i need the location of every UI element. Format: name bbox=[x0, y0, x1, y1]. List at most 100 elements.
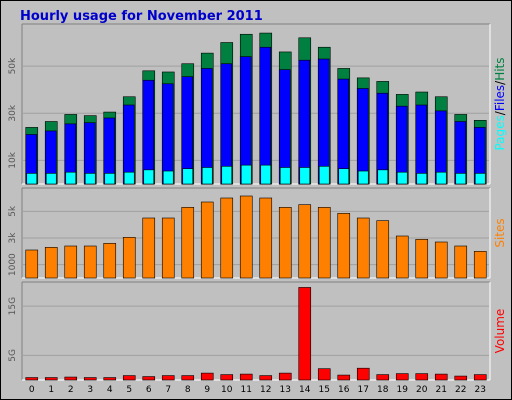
volume-bar bbox=[337, 374, 351, 381]
x-tick-label: 15 bbox=[319, 385, 330, 395]
x-tick-label: 23 bbox=[475, 385, 486, 395]
x-tick-label: 0 bbox=[29, 385, 35, 395]
pages-bar bbox=[474, 173, 486, 185]
sites-bar bbox=[317, 207, 331, 279]
pages-bar bbox=[357, 170, 369, 185]
pages-bar bbox=[396, 171, 408, 185]
sites-bar bbox=[298, 204, 312, 279]
pages-bar bbox=[84, 173, 96, 185]
pages-bar bbox=[240, 164, 252, 185]
sites-bar bbox=[454, 245, 468, 279]
sites-bar bbox=[395, 235, 409, 279]
volume-bar bbox=[395, 373, 409, 381]
panel-bottom: 5G 15G Volume bbox=[8, 281, 507, 381]
chart-panels: 10k30k50kPages/Files/Hits10003k5kSites5G… bbox=[8, 23, 507, 381]
sites-bar bbox=[83, 245, 97, 279]
files-bar bbox=[337, 78, 350, 185]
pages-bar bbox=[377, 169, 389, 185]
sites-bar bbox=[103, 243, 117, 279]
x-tick-label: 5 bbox=[126, 385, 132, 395]
volume-bar bbox=[220, 374, 234, 381]
volume-bar bbox=[356, 367, 370, 381]
volume-bar bbox=[181, 375, 195, 381]
sites-bar bbox=[356, 217, 370, 279]
x-tick-label: 10 bbox=[221, 385, 233, 395]
volume-bar bbox=[142, 376, 156, 381]
y-tick-label: 30k bbox=[8, 104, 18, 121]
x-tick-label: 4 bbox=[107, 385, 113, 395]
y-tick-label: 5G bbox=[8, 349, 18, 362]
legend-part: Hits bbox=[493, 57, 507, 80]
volume-bar bbox=[473, 374, 487, 381]
x-tick-label: 9 bbox=[204, 385, 210, 395]
sites-bar bbox=[161, 217, 175, 279]
volume-bar bbox=[161, 375, 175, 381]
volume-bar bbox=[278, 372, 292, 381]
pages-bar bbox=[221, 166, 233, 185]
volume-bar bbox=[239, 373, 253, 381]
sites-bar bbox=[473, 251, 487, 279]
volume-bar bbox=[317, 368, 331, 381]
panel-background bbox=[22, 282, 490, 380]
series-legend-label: Volume bbox=[493, 309, 507, 354]
files-bar bbox=[415, 104, 428, 185]
x-tick-label: 14 bbox=[299, 385, 311, 395]
y-tick-label: 1000 bbox=[8, 253, 18, 276]
sites-bar bbox=[142, 217, 156, 279]
files-bar bbox=[142, 79, 155, 185]
x-tick-label: 3 bbox=[87, 385, 93, 395]
x-tick-label: 16 bbox=[338, 385, 350, 395]
volume-bar bbox=[83, 377, 97, 381]
pages-bar bbox=[201, 167, 213, 185]
sites-bar bbox=[44, 247, 58, 279]
sites-bar bbox=[376, 220, 390, 279]
chart-title: Hourly usage for November 2011 bbox=[20, 9, 263, 24]
pages-bar bbox=[279, 167, 291, 185]
sites-bar bbox=[25, 249, 39, 279]
panel-background bbox=[22, 24, 490, 184]
x-tick-label: 7 bbox=[165, 385, 171, 395]
sites-bar bbox=[220, 197, 234, 279]
pages-bar bbox=[318, 166, 330, 185]
x-tick-label: 17 bbox=[358, 385, 369, 395]
legend-part: Sites bbox=[493, 218, 507, 247]
series-legend-label: Pages/Files/Hits bbox=[493, 57, 507, 150]
sites-bar bbox=[259, 197, 273, 279]
x-tick-label: 21 bbox=[436, 385, 447, 395]
volume-bar bbox=[103, 377, 117, 381]
y-tick-label: 15G bbox=[8, 297, 18, 315]
pages-bar bbox=[45, 173, 57, 185]
x-tick-label: 8 bbox=[185, 385, 191, 395]
sites-bar bbox=[200, 201, 214, 279]
files-bar bbox=[356, 88, 369, 185]
files-bar bbox=[259, 46, 272, 185]
panel-background bbox=[22, 188, 490, 278]
x-axis: 0 1 2 3 4 5 6 7 8 9 10 11 12 13 14 15 16 17 18 19 20 21 22 23 bbox=[29, 385, 486, 395]
pages-bar bbox=[65, 171, 77, 185]
volume-bar bbox=[259, 375, 273, 381]
pages-bar bbox=[104, 173, 116, 185]
volume-bar bbox=[415, 373, 429, 381]
sites-bar bbox=[181, 207, 195, 279]
files-bar bbox=[298, 59, 311, 185]
volume-bar bbox=[434, 373, 448, 381]
legend-part: Files bbox=[493, 85, 507, 111]
legend-part: Pages bbox=[493, 115, 507, 150]
sites-bar bbox=[337, 213, 351, 279]
volume-bar bbox=[200, 372, 214, 381]
x-tick-label: 6 bbox=[146, 385, 152, 395]
sites-bar bbox=[434, 241, 448, 279]
files-bar bbox=[317, 58, 330, 185]
sites-bar bbox=[122, 237, 136, 279]
pages-bar bbox=[435, 171, 447, 185]
sites-bar bbox=[278, 207, 292, 279]
pages-bar bbox=[455, 173, 467, 185]
sites-bar bbox=[239, 195, 253, 279]
x-tick-label: 12 bbox=[260, 385, 271, 395]
files-bar bbox=[200, 68, 213, 185]
x-tick-label: 2 bbox=[68, 385, 74, 395]
pages-bar bbox=[123, 171, 135, 185]
pages-bar bbox=[338, 168, 350, 185]
